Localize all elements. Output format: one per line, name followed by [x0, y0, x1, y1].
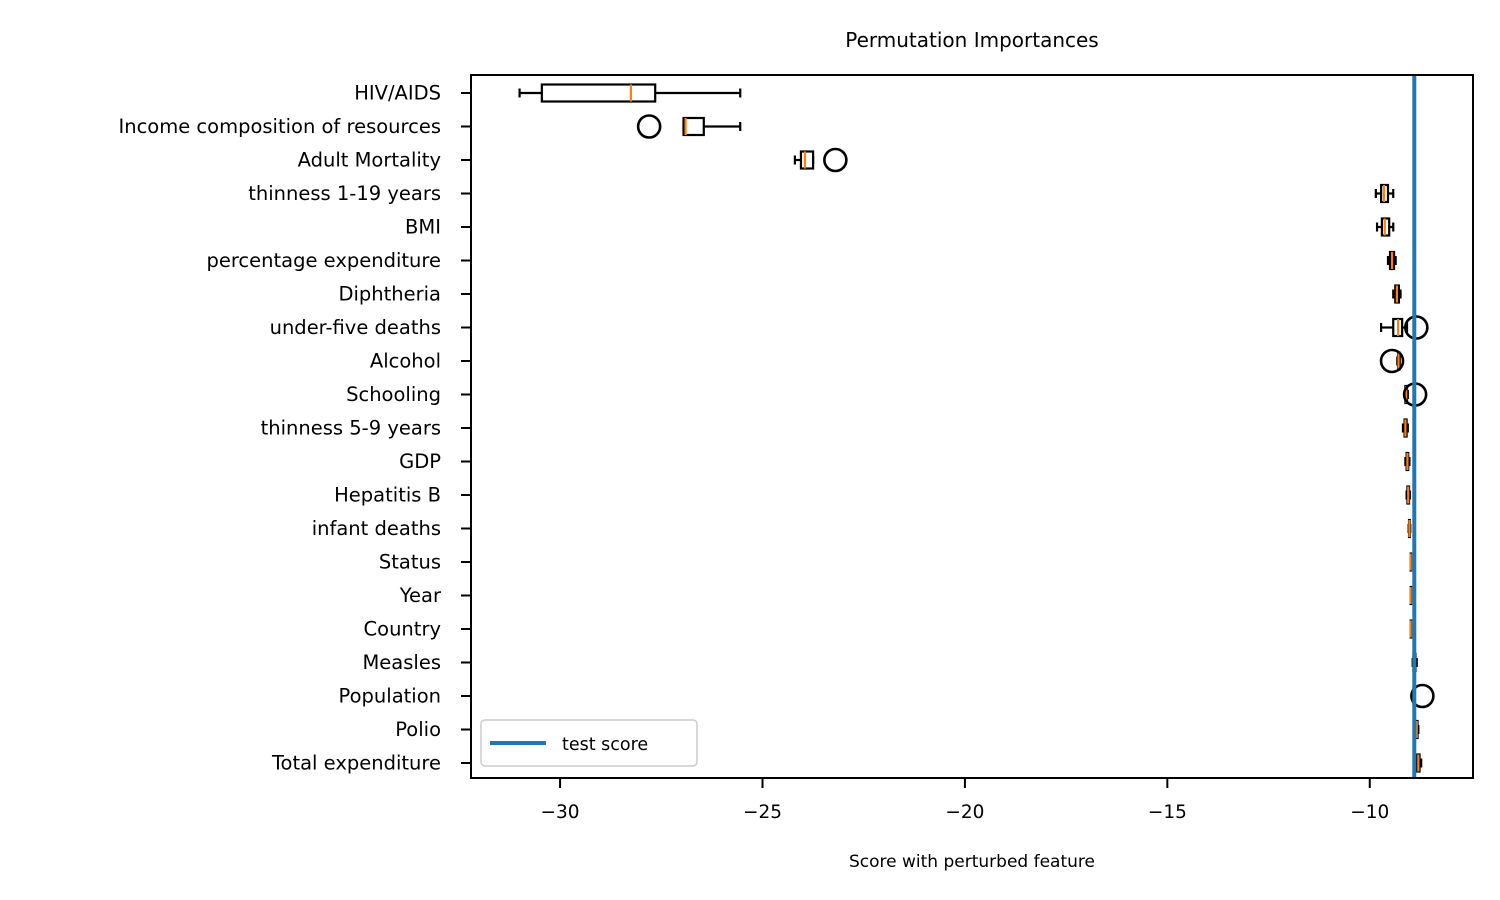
box-thinness-5-9-years — [1401, 418, 1409, 438]
box-percentage-expenditure — [1386, 250, 1397, 271]
y-tick-label-thinness-5-9-years: thinness 5-9 years — [261, 417, 441, 440]
box-thinness-1-19-years — [1374, 183, 1395, 204]
box-total-expenditure — [1414, 753, 1423, 773]
box-adult-mortality — [793, 147, 848, 173]
box-bmi — [1375, 217, 1395, 237]
y-tick-label-diphtheria: Diphtheria — [338, 283, 441, 306]
x-tick-label-1: −25 — [743, 802, 782, 823]
axes-layer: HIV/AIDS Income composition of resources A… — [118, 74, 1474, 823]
y-tick-label-total-expenditure: Total expenditure — [271, 752, 441, 775]
y-tick-label-hepatitis-b: Hepatitis B — [334, 484, 441, 507]
y-tick-label-under-five-deaths: under-five deaths — [270, 316, 441, 339]
chart-title: Permutation Importances — [845, 28, 1098, 52]
y-tick-label-schooling: Schooling — [346, 383, 441, 406]
y-tick-label-percentage-expenditure: percentage expenditure — [206, 249, 441, 272]
x-tick-label-3: −15 — [1148, 802, 1187, 823]
x-axis-label: Score with perturbed feature — [849, 852, 1095, 872]
outlier-alcohol-0 — [1379, 348, 1405, 374]
outlier-adult-mortality-0 — [823, 147, 848, 173]
iqr-box-hiv-aids — [540, 83, 657, 103]
x-tick-label-2: −20 — [945, 802, 984, 823]
iqr-box-adult-mortality — [799, 150, 815, 170]
y-tick-label-status: Status — [379, 551, 441, 574]
y-tick-label-income-composition-of-resources: Income composition of resources — [118, 115, 441, 138]
legend-label-test-score: test score — [562, 735, 648, 755]
legend: test score — [480, 719, 698, 767]
box-under-five-deaths — [1379, 315, 1429, 340]
y-tick-label-country: Country — [364, 618, 441, 641]
y-tick-label-alcohol: Alcohol — [370, 350, 441, 373]
box-gdp — [1404, 451, 1411, 472]
y-tick-label-measles: Measles — [362, 651, 441, 674]
iqr-box-income-composition-of-resources — [682, 116, 705, 137]
plot-frame — [470, 74, 1474, 779]
outlier-income-composition-of-resources-0 — [636, 114, 662, 139]
y-tick-label-polio: Polio — [395, 718, 441, 741]
box-infant-deaths — [1407, 518, 1412, 539]
y-tick-label-year: Year — [399, 584, 442, 607]
box-year — [1409, 585, 1413, 606]
x-tick-label-4: −10 — [1350, 802, 1389, 823]
box-country — [1409, 619, 1413, 639]
y-tick-label-infant-deaths: infant deaths — [312, 517, 441, 540]
y-tick-label-bmi: BMI — [405, 216, 441, 239]
box-status — [1409, 552, 1413, 572]
legend-frame — [480, 719, 698, 767]
box-hepatitis-b — [1405, 485, 1411, 505]
outlier-population-0 — [1410, 683, 1435, 709]
box-diphtheria — [1392, 284, 1402, 304]
y-tick-label-gdp: GDP — [399, 450, 441, 473]
y-tick-label-thinness-1-19-years: thinness 1-19 years — [248, 182, 441, 205]
x-tick-label-0: −30 — [541, 802, 580, 823]
box-hiv-aids — [518, 83, 742, 103]
y-tick-label-population: Population — [339, 685, 441, 708]
y-tick-label-adult-mortality: Adult Mortality — [298, 149, 441, 172]
y-tick-label-hiv-aids: HIV/AIDS — [354, 82, 441, 105]
box-income-composition-of-resources — [636, 114, 742, 139]
outlier-under-five-deaths-0 — [1404, 315, 1429, 340]
box-alcohol — [1379, 348, 1405, 374]
